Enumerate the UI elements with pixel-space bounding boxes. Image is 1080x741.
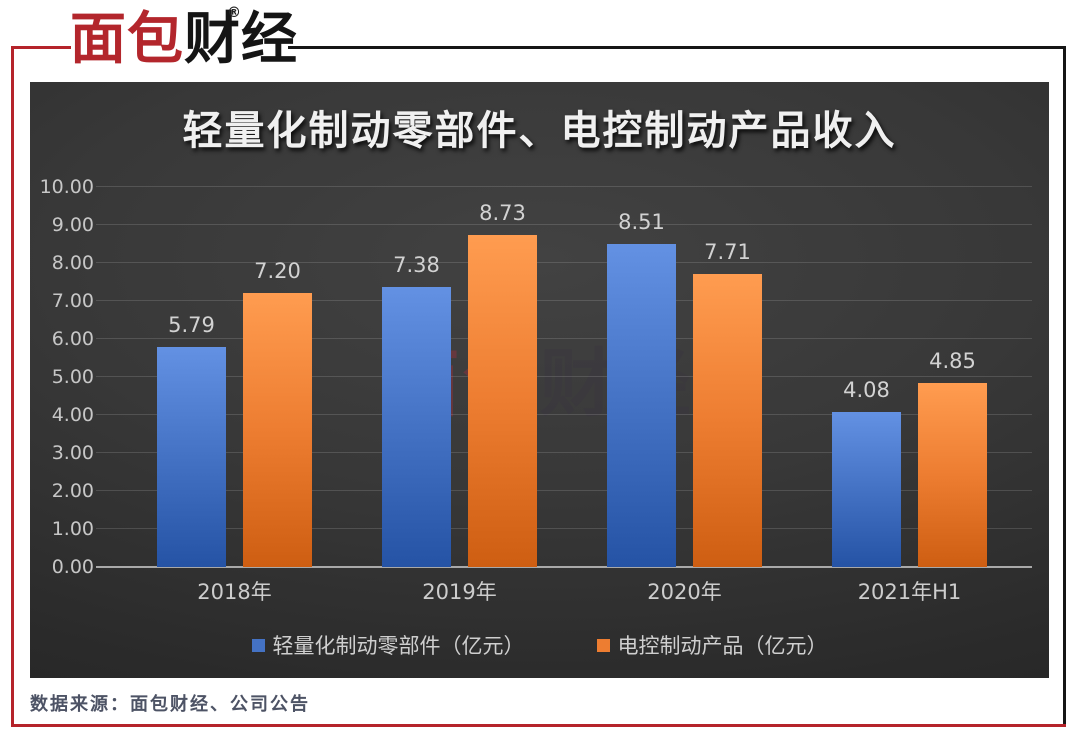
y-axis-tick-label: 1.00: [51, 518, 94, 540]
legend-swatch-icon: [596, 638, 610, 652]
data-source: 数据来源：面包财经、公司公告: [30, 694, 310, 714]
y-axis-tick-label: 7.00: [51, 290, 94, 312]
plot-area: 10.00 9.00 8.00 7.00 6.00 5.00 4.00 3.00 2.00 1.0…: [30, 82, 1049, 678]
x-axis-tick-label: 2018年: [197, 580, 272, 604]
frame-border-right: [1063, 46, 1066, 727]
gridline: [96, 338, 1032, 339]
y-axis-tick-label: 9.00: [51, 214, 94, 236]
y-axis-tick-label: 10.00: [39, 176, 94, 198]
y-axis-tick-label: 3.00: [51, 442, 94, 464]
bar-value-label: 5.79: [168, 312, 215, 337]
gridline: [96, 262, 1032, 263]
bar-2020年-series-1: [693, 274, 762, 567]
bar-2021年H1-series-0: [832, 411, 901, 567]
chart-title: 轻量化制动零部件、电控制动产品收入: [182, 108, 897, 154]
bar-2018年-series-1: [243, 293, 312, 567]
bar-2018年-series-0: [157, 346, 226, 567]
brand-logo: 面包财经 ®: [70, 5, 310, 80]
registered-trademark-icon: ®: [227, 5, 241, 21]
legend-label: 轻量化制动零部件（亿元）: [272, 634, 525, 658]
gridline: [96, 224, 1032, 225]
brand-logo-text-black: 财经: [184, 7, 298, 72]
gridline: [96, 452, 1032, 453]
x-axis-tick-label: 2021年H1: [857, 580, 962, 604]
chart-panel: 轻量化制动零部件、电控制动产品收入 ® 面包财经 10.009.008.007.…: [30, 82, 1049, 678]
legend-swatch-icon: [251, 638, 265, 652]
bar-2019年-series-1: [468, 235, 537, 567]
x-axis-tick-label: 2019年: [422, 580, 497, 604]
bar-value-label: 8.51: [618, 209, 665, 234]
bar-2019年-series-0: [382, 286, 451, 567]
y-axis-tick-label: 6.00: [51, 328, 94, 350]
legend-item-0: 轻量化制动零部件（亿元）: [251, 630, 525, 660]
legend-item-1: 电控制动产品（亿元）: [596, 630, 828, 660]
gridline: [96, 566, 1032, 568]
x-axis-tick-label: 2020年: [647, 580, 722, 604]
frame-border-top-red: [11, 46, 71, 49]
legend: 轻量化制动零部件（亿元） 电控制动产品（亿元）: [30, 630, 1049, 660]
bar-value-label: 4.85: [929, 348, 976, 373]
y-axis-tick-label: 4.00: [51, 404, 94, 426]
y-axis-tick-label: 2.00: [51, 480, 94, 502]
frame-border-top-black: [288, 46, 1066, 49]
bar-value-label: 8.73: [479, 201, 526, 226]
gridline: [96, 376, 1032, 377]
gridline: [96, 528, 1032, 529]
frame-border-bottom: [11, 724, 1066, 727]
y-axis-tick-label: 8.00: [51, 252, 94, 274]
bar-value-label: 7.20: [254, 259, 301, 284]
frame-border-left: [11, 46, 14, 727]
bar-value-label: 4.08: [843, 377, 890, 402]
y-axis-tick-label: 5.00: [51, 366, 94, 388]
gridline: [96, 300, 1032, 301]
bar-value-label: 7.38: [393, 252, 440, 277]
gridline: [96, 186, 1032, 187]
bar-2021年H1-series-1: [918, 382, 987, 567]
gridline: [96, 490, 1032, 491]
legend-label: 电控制动产品（亿元）: [617, 634, 828, 658]
bar-value-label: 7.71: [704, 240, 751, 265]
brand-logo-text-red: 面包: [70, 7, 184, 72]
y-axis-tick-label: 0.00: [51, 556, 94, 578]
bar-2020年-series-0: [607, 243, 676, 567]
gridline: [96, 414, 1032, 415]
